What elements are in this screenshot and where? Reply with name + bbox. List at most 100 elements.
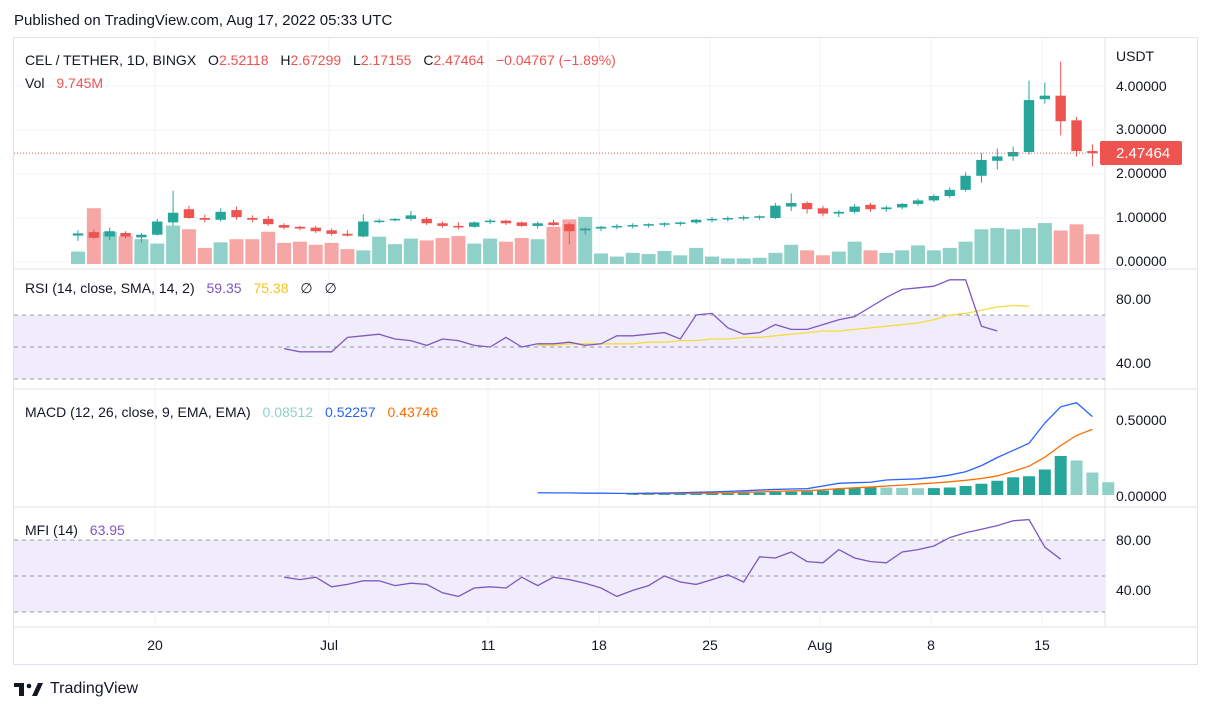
macd-hist-bar [864, 487, 877, 495]
volume-bar [292, 241, 307, 264]
macd-hist-bar [753, 492, 766, 495]
time-label: 20 [147, 637, 163, 653]
macd-hist-bar [737, 493, 750, 495]
macd-label: MACD (12, 26, close, 9, EMA, EMA) [25, 404, 251, 420]
volume-bar [625, 252, 640, 264]
volume-bar [689, 247, 704, 264]
low-label: L [353, 52, 361, 68]
volume-bar [388, 244, 402, 264]
symbol-label: CEL / TETHER, 1D, BINGX [25, 52, 197, 68]
mfi-value: 63.95 [90, 522, 125, 538]
macd-hist-bar [1023, 476, 1035, 495]
time-label: 25 [702, 637, 718, 653]
volume-bar [467, 243, 482, 264]
volume-bar [197, 247, 212, 264]
mfi-tick: 80.00 [1116, 532, 1151, 548]
macd-hist-bar [1054, 456, 1067, 495]
candle-body [580, 228, 591, 231]
macd-hist-bar [959, 486, 972, 495]
volume-bar [863, 250, 878, 264]
vol-value: 9.745M [56, 75, 103, 91]
candle-body [849, 206, 860, 212]
candle-body [976, 159, 987, 176]
rsi-pane[interactable] [14, 279, 1105, 380]
price-tick: 2.00000 [1116, 165, 1167, 181]
candle-body [215, 211, 226, 220]
candle-body [944, 189, 955, 196]
candle-body [881, 207, 892, 210]
volume-bar [926, 250, 941, 264]
volume-bar [71, 251, 85, 264]
candle-body [453, 225, 464, 228]
candle-body [1039, 95, 1051, 100]
candle-body [88, 232, 100, 238]
rsi-empty-1: ∅ [300, 280, 312, 296]
macd-hist-bar [832, 489, 845, 495]
candle-body [373, 220, 385, 223]
time-label: 15 [1034, 637, 1050, 653]
volume-bar [1053, 230, 1068, 264]
candle-body [136, 234, 147, 238]
candle-body [1007, 152, 1019, 157]
candle-body [928, 196, 940, 201]
volume-bar [1069, 224, 1084, 264]
rsi-tick: 80.00 [1116, 291, 1151, 307]
volume-bar [705, 256, 719, 264]
chart-frame [13, 37, 1198, 665]
volume-bar [308, 244, 323, 264]
candle-body [72, 233, 84, 236]
rsi-line [283, 279, 998, 353]
macd-line [537, 402, 1093, 495]
candle-body [326, 230, 337, 234]
currency-label: USDT [1116, 48, 1155, 64]
macd-tick: 0.50000 [1116, 412, 1167, 428]
volume-bar [118, 236, 133, 264]
volume-bar [815, 255, 830, 264]
candle-body [595, 226, 607, 229]
candle-body [675, 222, 686, 224]
tradingview-logo-icon [14, 683, 43, 696]
macd-hist-bar [1086, 472, 1099, 495]
tradingview-brand[interactable]: TradingView [14, 680, 138, 698]
volume-bar [578, 216, 593, 264]
macd-hist-bar [1102, 482, 1115, 495]
time-label: 11 [481, 637, 496, 653]
mfi-legend: MFI (14) 63.95 [25, 522, 125, 538]
time-label: Aug [808, 637, 833, 653]
macd-hist-bar [706, 493, 718, 495]
candle-body [659, 223, 670, 225]
macd-hist-bar [801, 491, 814, 495]
volume-bar [784, 244, 799, 264]
candle-body [801, 203, 813, 210]
price-tick: 0.00000 [1116, 253, 1167, 269]
rsi-tick: 40.00 [1116, 355, 1151, 371]
candle-body [183, 209, 195, 218]
candle-body [421, 218, 432, 224]
macd-value: 0.52257 [325, 404, 376, 420]
macd-signal-line [632, 428, 1093, 495]
price-tick: 1.00000 [1116, 209, 1167, 225]
volume-bar [514, 237, 529, 264]
volume-bar [673, 255, 688, 264]
mfi-pane[interactable] [14, 518, 1105, 613]
macd-hist-bar [642, 494, 655, 495]
time-label: Jul [320, 637, 338, 653]
brand-name: TradingView [50, 680, 139, 697]
macd-hist-bar [626, 494, 639, 495]
rsi-ma-value: 75.38 [253, 280, 288, 296]
volume-bar [609, 256, 624, 264]
volume-bar [245, 239, 260, 264]
volume-bar [800, 250, 815, 264]
time-label: 18 [591, 637, 607, 653]
rsi-label: RSI (14, close, SMA, 14, 2) [25, 280, 195, 296]
volume-bar [990, 228, 1005, 264]
macd-hist-bar [674, 493, 687, 495]
volume-bar [942, 247, 957, 264]
macd-hist-bar [1007, 477, 1020, 495]
volume-bar [324, 242, 339, 264]
volume-bar [435, 237, 450, 264]
macd-pane[interactable] [537, 402, 1115, 495]
price-tick: 4.00000 [1116, 78, 1167, 94]
macd-hist-bar [975, 483, 988, 495]
